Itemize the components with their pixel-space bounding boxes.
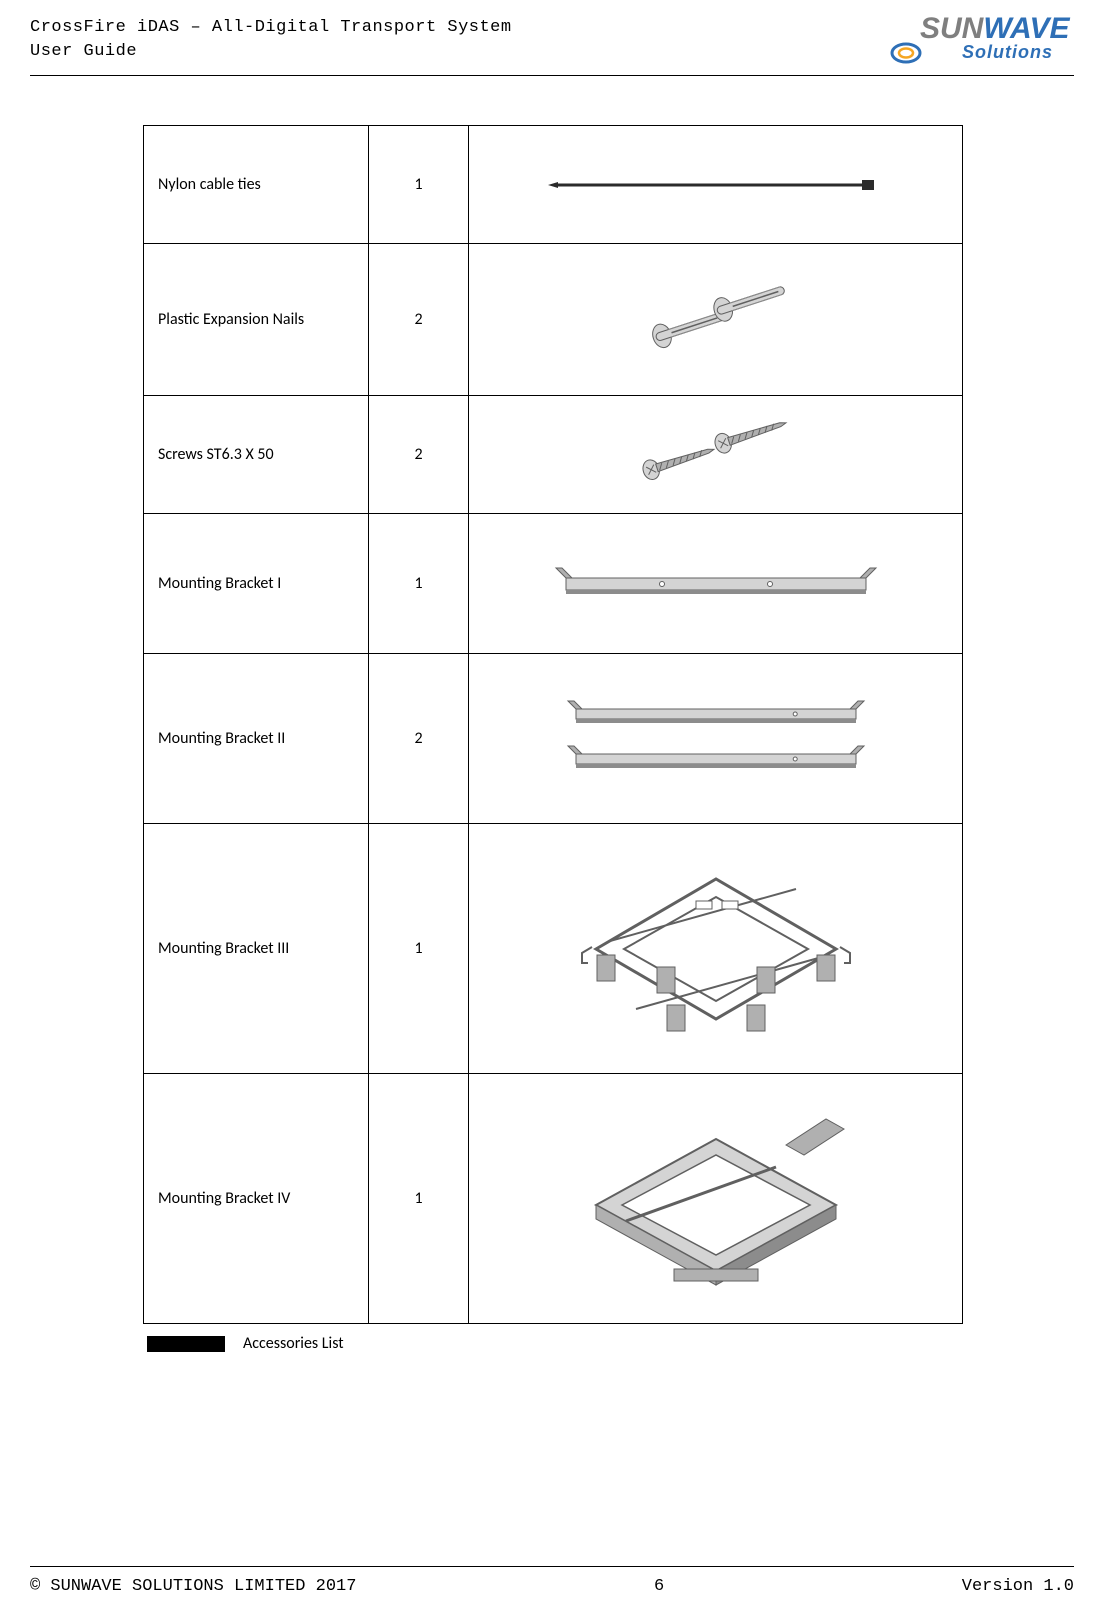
bracket3-icon — [536, 834, 896, 1064]
table-row: Nylon cable ties1 — [144, 126, 963, 244]
item-name-cell: Mounting Bracket III — [144, 824, 369, 1074]
footer-page-number: 6 — [654, 1577, 664, 1596]
item-image-cell — [469, 824, 963, 1074]
footer-copyright: © SUNWAVE SOLUTIONS LIMITED 2017 — [30, 1577, 356, 1596]
cabletie-icon — [536, 136, 896, 234]
table-caption: Accessories List — [243, 1334, 344, 1353]
accessories-tbody: Nylon cable ties1 Plastic Expansion Nail… — [144, 126, 963, 1324]
item-qty-cell: 1 — [369, 824, 469, 1074]
page-header: CrossFire iDAS – All-Digital Transport S… — [30, 16, 1074, 76]
page-body: Nylon cable ties1 Plastic Expansion Nail… — [143, 125, 963, 1353]
redacted-label — [147, 1336, 225, 1352]
logo-text-sun: SUN — [920, 12, 985, 45]
table-row: Plastic Expansion Nails2 — [144, 244, 963, 396]
item-name-cell: Mounting Bracket I — [144, 514, 369, 654]
item-name-cell: Mounting Bracket IV — [144, 1074, 369, 1324]
item-image-cell — [469, 396, 963, 514]
item-image-cell — [469, 126, 963, 244]
table-row: Mounting Bracket IV1 — [144, 1074, 963, 1324]
bracket4-icon — [536, 1084, 896, 1314]
screws-icon — [536, 406, 896, 504]
item-qty-cell: 1 — [369, 1074, 469, 1324]
item-name-cell: Mounting Bracket II — [144, 654, 369, 824]
table-row: Screws ST6.3 X 502 — [144, 396, 963, 514]
sunwave-logo: SUNWAVE Solutions — [884, 10, 1074, 65]
item-image-cell — [469, 1074, 963, 1324]
item-qty-cell: 1 — [369, 514, 469, 654]
svg-text:SUNWAVE: SUNWAVE — [920, 12, 1070, 45]
table-caption-row: Accessories List — [143, 1334, 963, 1353]
plugs-icon — [536, 254, 896, 386]
item-image-cell — [469, 654, 963, 824]
table-row: Mounting Bracket II2 — [144, 654, 963, 824]
item-qty-cell: 2 — [369, 654, 469, 824]
bracket1-icon — [536, 524, 896, 644]
accessories-table: Nylon cable ties1 Plastic Expansion Nail… — [143, 125, 963, 1324]
item-name-cell: Screws ST6.3 X 50 — [144, 396, 369, 514]
item-qty-cell: 2 — [369, 244, 469, 396]
bracket2-icon — [536, 664, 896, 814]
page-footer: © SUNWAVE SOLUTIONS LIMITED 2017 6 Versi… — [30, 1566, 1074, 1596]
logo-text-solutions: Solutions — [962, 42, 1053, 62]
logo-text-wave: WAVE — [983, 12, 1070, 45]
item-name-cell: Plastic Expansion Nails — [144, 244, 369, 396]
table-row: Mounting Bracket I1 — [144, 514, 963, 654]
item-image-cell — [469, 244, 963, 396]
item-qty-cell: 2 — [369, 396, 469, 514]
table-row: Mounting Bracket III1 — [144, 824, 963, 1074]
item-qty-cell: 1 — [369, 126, 469, 244]
item-image-cell — [469, 514, 963, 654]
footer-version: Version 1.0 — [962, 1577, 1074, 1596]
item-name-cell: Nylon cable ties — [144, 126, 369, 244]
